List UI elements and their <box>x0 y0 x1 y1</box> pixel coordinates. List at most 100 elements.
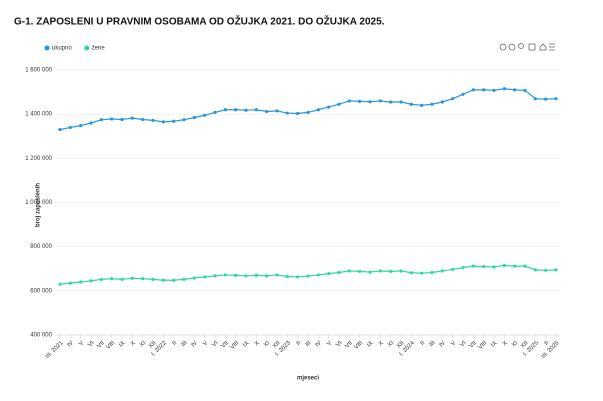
x-axis-label: mjeseci <box>297 376 319 382</box>
x-tick-label: VIII <box>478 340 489 351</box>
data-point <box>110 277 114 281</box>
data-point <box>337 102 341 106</box>
data-point <box>544 268 548 272</box>
data-point <box>285 111 289 115</box>
data-point <box>420 103 424 107</box>
x-tick-label: IX <box>490 340 498 348</box>
data-point <box>306 110 310 114</box>
data-point <box>482 88 486 92</box>
x-tick-label: IX <box>242 340 250 348</box>
data-point <box>161 120 165 124</box>
x-tick-label: VI <box>335 340 343 348</box>
data-point <box>79 280 83 284</box>
data-point <box>513 264 517 268</box>
data-point <box>533 268 537 272</box>
x-tick-label: XI <box>387 340 395 348</box>
x-tick-label: II <box>172 340 179 347</box>
data-point <box>513 88 517 92</box>
data-point <box>316 273 320 277</box>
data-point <box>234 273 238 277</box>
data-point <box>502 87 506 91</box>
data-point <box>544 97 548 101</box>
data-point <box>327 105 331 109</box>
data-point <box>203 275 207 279</box>
data-point <box>234 108 238 112</box>
x-tick-label: III <box>181 340 189 348</box>
data-point <box>182 118 186 122</box>
y-tick-label: 600 000 <box>30 288 52 294</box>
y-tick-label: 1 200 000 <box>25 156 52 162</box>
x-tick-label: X <box>130 340 137 347</box>
data-point <box>492 88 496 92</box>
x-tick-label: II <box>544 340 551 347</box>
x-tick-label: VII <box>220 340 230 350</box>
data-point <box>58 282 62 286</box>
x-tick-label: IX <box>118 340 126 348</box>
data-point <box>306 274 310 278</box>
legend-label: ukupno <box>52 46 72 52</box>
data-point <box>409 271 413 275</box>
data-point <box>172 119 176 123</box>
data-point <box>327 272 331 276</box>
x-tick-label: IX <box>366 340 374 348</box>
data-point <box>461 266 465 270</box>
data-point <box>244 274 248 278</box>
data-point <box>99 118 103 122</box>
data-point <box>399 269 403 273</box>
x-tick-label: VI <box>459 340 467 348</box>
data-point <box>523 88 527 92</box>
x-tick-label: VIII <box>106 340 117 351</box>
data-point <box>68 281 72 285</box>
x-tick-label: XI <box>263 340 271 348</box>
x-tick-label: III <box>305 340 313 348</box>
x-tick-label: XI <box>511 340 519 348</box>
data-point <box>296 111 300 116</box>
data-point <box>172 278 176 282</box>
x-tick-label: X <box>254 340 261 347</box>
data-point <box>440 100 444 104</box>
data-point <box>130 116 134 120</box>
data-point <box>285 274 289 279</box>
x-tick-label: II <box>420 340 427 347</box>
data-point <box>533 97 537 101</box>
y-tick-label: 1 600 000 <box>25 68 52 74</box>
legend-marker <box>44 45 50 51</box>
data-point <box>213 110 217 114</box>
legend-label: žene <box>92 46 106 52</box>
data-point <box>430 102 434 106</box>
x-tick-label: VII <box>468 340 478 350</box>
y-tick-label: 1 000 000 <box>25 200 52 206</box>
data-point <box>316 108 320 112</box>
data-point <box>451 267 455 272</box>
x-tick-label: V <box>202 340 209 347</box>
x-tick-label: XII <box>520 340 530 350</box>
x-tick-label: II <box>296 340 303 347</box>
data-point <box>254 273 258 277</box>
data-point <box>347 269 351 273</box>
y-tick-label: 400 000 <box>30 333 52 339</box>
x-tick-label: III. 2021 <box>45 340 65 360</box>
x-tick-label: VII <box>344 340 354 350</box>
data-point <box>99 277 103 281</box>
data-point <box>430 270 434 275</box>
data-point <box>130 276 134 280</box>
x-tick-label: XI <box>139 340 147 348</box>
data-point <box>337 270 341 275</box>
data-point <box>213 274 217 278</box>
data-point <box>203 113 207 117</box>
y-tick-label: 800 000 <box>30 244 52 250</box>
x-tick-label: VIII <box>230 340 241 351</box>
data-point <box>554 268 558 272</box>
data-point <box>347 99 351 103</box>
data-point <box>554 97 558 101</box>
data-point <box>420 271 424 275</box>
data-point <box>223 273 227 277</box>
data-point <box>296 275 300 279</box>
data-point <box>471 88 475 92</box>
data-point <box>358 269 362 273</box>
toolbar[interactable] <box>499 43 555 51</box>
legend-marker <box>84 45 90 51</box>
data-point <box>192 115 196 120</box>
data-point <box>151 118 155 122</box>
